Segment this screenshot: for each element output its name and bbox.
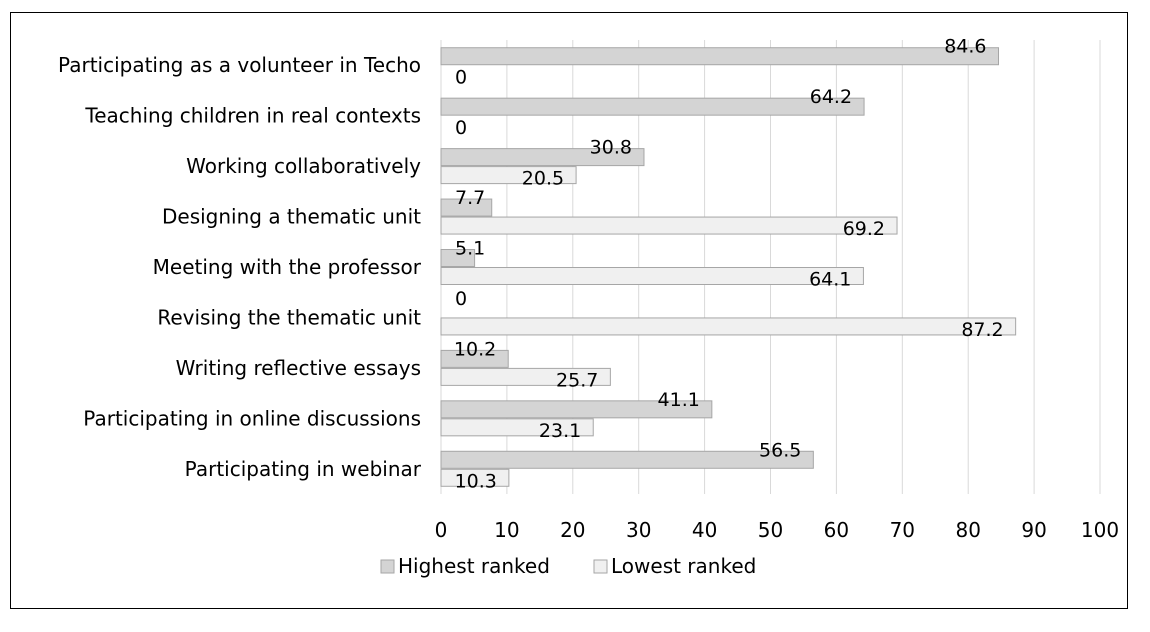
bar-lowest-ranked — [440, 216, 898, 235]
bar-highest-ranked — [440, 400, 713, 419]
bar-lowest-ranked — [440, 317, 1017, 336]
category-label: Designing a thematic unit — [162, 205, 421, 229]
bar-lowest-ranked — [440, 267, 864, 285]
category-label: Revising the thematic unit — [157, 305, 421, 329]
category-label: Meeting with the professor — [153, 255, 422, 279]
x-axis-ticks: 0 10 20 30 40 50 60 70 80 90 100 — [435, 518, 1119, 542]
x-tick-label: 60 — [824, 518, 849, 542]
x-tick-label: 70 — [890, 518, 915, 542]
data-label: 64.1 — [809, 269, 851, 291]
data-label: 10.3 — [455, 470, 497, 492]
category-label: Writing reflective essays — [176, 356, 421, 380]
data-label: 56.5 — [759, 439, 801, 461]
bar-highest-ranked — [440, 349, 509, 368]
category-label: Participating in webinar — [185, 457, 422, 481]
data-label: 5.1 — [455, 238, 485, 260]
x-tick-label: 50 — [758, 518, 783, 542]
bar-highest-ranked — [440, 97, 865, 116]
category-label: Participating in online discussions — [83, 406, 421, 430]
bar-lowest-ranked — [440, 418, 594, 437]
data-label: 64.2 — [810, 86, 852, 108]
legend-swatch-lowest — [593, 559, 608, 574]
x-tick-label: 100 — [1081, 518, 1119, 542]
data-label: 41.1 — [658, 389, 700, 411]
data-label: 20.5 — [522, 168, 564, 190]
data-label: 0 — [455, 288, 467, 310]
bar-highest-ranked — [440, 450, 814, 469]
chart-frame: 84.6 0 64.2 0 30.8 20.5 7.7 69.2 5.1 64.1 0 87.2 10.… — [10, 12, 1128, 609]
category-labels: Participating as a volunteer in Techo Tea… — [58, 53, 422, 481]
category-label: Participating as a volunteer in Techo — [58, 53, 421, 77]
x-tick-label: 90 — [1021, 518, 1046, 542]
bar-highest-ranked — [440, 47, 1000, 66]
x-tick-label: 40 — [692, 518, 717, 542]
x-tick-label: 30 — [626, 518, 651, 542]
bar-lowest-ranked — [440, 468, 510, 487]
category-label: Working collaboratively — [186, 154, 421, 178]
bars: 84.6 0 64.2 0 30.8 20.5 7.7 69.2 5.1 64.1 0 87.2 10.… — [440, 36, 1017, 492]
legend-label: Highest ranked — [398, 554, 550, 578]
data-label: 23.1 — [539, 420, 581, 442]
data-label: 25.7 — [556, 369, 598, 391]
data-label: 0 — [455, 117, 467, 139]
legend-label: Lowest ranked — [611, 554, 756, 578]
category-label: Teaching children in real contexts — [84, 104, 421, 128]
data-label: 7.7 — [455, 187, 485, 209]
legend: Highest ranked Lowest ranked — [380, 554, 756, 578]
bar-highest-ranked — [440, 249, 476, 267]
x-tick-label: 20 — [560, 518, 585, 542]
bar-highest-ranked — [440, 148, 645, 167]
x-tick-label: 80 — [955, 518, 980, 542]
data-label: 69.2 — [843, 218, 885, 240]
data-label: 30.8 — [590, 137, 632, 159]
data-label: 87.2 — [961, 319, 1003, 341]
legend-swatch-highest — [380, 559, 395, 574]
x-tick-label: 0 — [435, 518, 448, 542]
data-label: 10.2 — [454, 338, 496, 360]
bar-chart: 84.6 0 64.2 0 30.8 20.5 7.7 69.2 5.1 64.1 0 87.2 10.… — [58, 36, 1119, 578]
x-tick-label: 10 — [494, 518, 519, 542]
data-label: 0 — [455, 67, 467, 89]
bar-highest-ranked — [440, 198, 493, 217]
bar-lowest-ranked — [440, 367, 611, 386]
data-label: 84.6 — [944, 36, 986, 58]
bar-lowest-ranked — [440, 166, 577, 185]
